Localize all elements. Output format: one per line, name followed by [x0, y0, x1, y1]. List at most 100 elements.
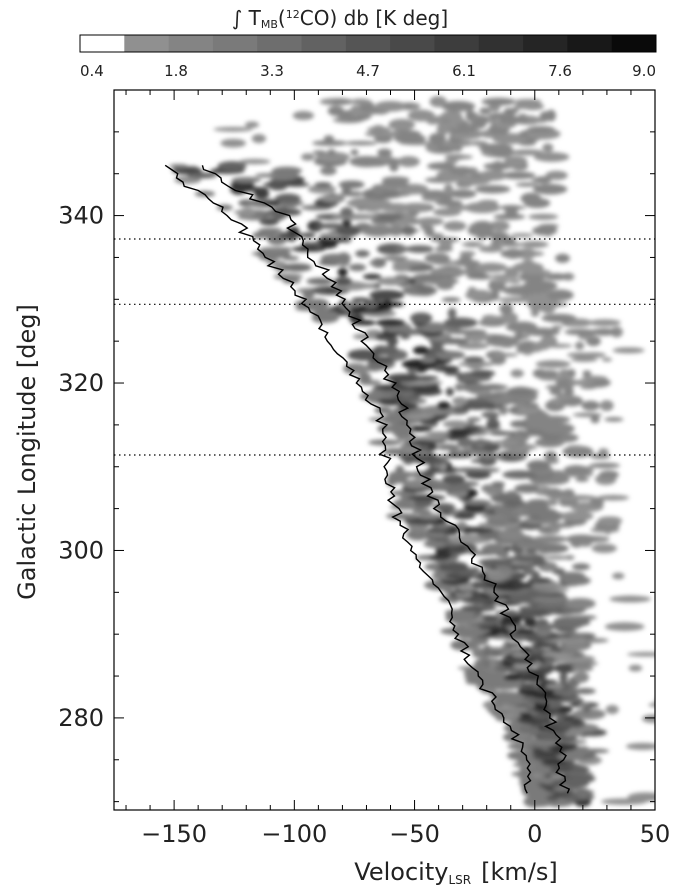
- emission-blob: [412, 346, 430, 355]
- emission-blob: [172, 166, 203, 175]
- emission-blob: [532, 368, 548, 379]
- emission-blob: [441, 110, 463, 121]
- emission-blob: [350, 105, 362, 117]
- emission-blob: [540, 335, 558, 348]
- emission-blob: [351, 297, 370, 302]
- emission-blob: [368, 439, 402, 446]
- emission-blob: [338, 180, 365, 189]
- emission-blob: [612, 572, 625, 580]
- emission-blob: [442, 474, 466, 485]
- colorbar-title: ∫ TMB(12CO) db [K deg]: [232, 6, 448, 31]
- emission-blob: [456, 521, 467, 530]
- emission-blob: [352, 333, 377, 340]
- emission-blob: [526, 126, 555, 133]
- emission-blob: [428, 133, 447, 145]
- emission-blob: [337, 267, 348, 277]
- emission-blob: [451, 259, 481, 267]
- emission-blob: [562, 716, 576, 722]
- emission-blob: [529, 645, 543, 654]
- emission-blob: [346, 198, 392, 208]
- emission-blob: [399, 513, 418, 520]
- emission-blob: [377, 148, 393, 157]
- colorbar-cell: [345, 35, 391, 52]
- emission-blob: [427, 526, 449, 534]
- emission-blob: [453, 512, 476, 520]
- emission-blob: [514, 98, 542, 105]
- emission-blob: [642, 714, 655, 723]
- emission-blob: [438, 561, 458, 572]
- emission-blob: [563, 387, 574, 397]
- plot-frame: [113, 89, 656, 811]
- emission-blob: [506, 386, 535, 397]
- emission-blob: [468, 439, 494, 446]
- emission-blob: [558, 571, 586, 581]
- emission-blob: [407, 109, 435, 122]
- emission-blob: [563, 465, 589, 476]
- emission-blob: [386, 373, 422, 383]
- emission-blob: [580, 352, 607, 358]
- emission-blob: [462, 499, 492, 506]
- y-tick-label: 280: [58, 704, 104, 732]
- colorbar: ∫ TMB(12CO) db [K deg] 0.4 1.8 3.3 4.7 6.1 7.…: [79, 6, 657, 80]
- emission-blob: [481, 484, 495, 493]
- emission-blob: [537, 485, 551, 492]
- axis-ticks: [114, 89, 656, 810]
- emission-blob: [244, 121, 260, 128]
- emission-blob: [499, 303, 514, 315]
- emission-blob: [514, 332, 524, 341]
- emission-blob: [217, 161, 247, 172]
- emission-blob: [441, 101, 476, 112]
- emission-blob: [458, 361, 495, 368]
- emission-blob: [315, 223, 348, 229]
- emission-blob: [169, 163, 189, 169]
- emission-blob: [478, 143, 513, 153]
- emission-blob: [510, 369, 524, 378]
- emission-blob: [465, 109, 476, 122]
- emission-blob: [251, 134, 267, 144]
- emission-blob: [314, 182, 332, 187]
- emission-blob: [378, 345, 399, 356]
- colorbar-cell: [168, 35, 214, 52]
- emission-blob: [344, 301, 362, 308]
- colorbar-cell: [567, 35, 613, 52]
- emission-blob: [371, 184, 386, 195]
- emission-blob: [535, 360, 571, 369]
- emission-blob: [628, 664, 643, 672]
- emission-blob: [572, 789, 595, 795]
- emission-blob: [432, 208, 462, 217]
- emission-blob: [488, 659, 498, 668]
- emission-blob: [463, 425, 474, 432]
- terminal-velocity-curves: [164, 164, 571, 794]
- emission-blob: [573, 615, 597, 620]
- emission-blob: [239, 207, 256, 218]
- emission-blob: [394, 274, 409, 279]
- emission-blob: [571, 664, 594, 672]
- emission-blob: [437, 401, 451, 410]
- emission-blob: [491, 481, 506, 487]
- emission-blob: [555, 253, 570, 263]
- emission-blob: [589, 497, 604, 507]
- emission-blob: [282, 255, 300, 261]
- emission-blob: [526, 460, 551, 471]
- emission-blob: [520, 683, 536, 690]
- emission-blob: [582, 370, 592, 377]
- emission-blob: [447, 307, 457, 320]
- emission-blob: [260, 246, 288, 252]
- emission-blob: [575, 476, 589, 482]
- emission-blob: [355, 222, 371, 230]
- emission-blob: [417, 513, 442, 520]
- co-emission-density: [169, 96, 655, 808]
- emission-blob: [612, 347, 645, 354]
- emission-blob: [550, 489, 565, 497]
- emission-blob: [598, 448, 609, 456]
- emission-blob: [549, 470, 567, 480]
- emission-blob: [475, 262, 508, 273]
- emission-blob: [478, 558, 513, 567]
- emission-blob: [406, 494, 442, 502]
- emission-blob: [522, 279, 558, 292]
- emission-blob: [538, 415, 571, 424]
- dotted-reference-lines: [114, 238, 655, 456]
- emission-blob: [459, 255, 473, 262]
- emission-blob: [573, 671, 590, 683]
- emission-blob: [443, 220, 467, 232]
